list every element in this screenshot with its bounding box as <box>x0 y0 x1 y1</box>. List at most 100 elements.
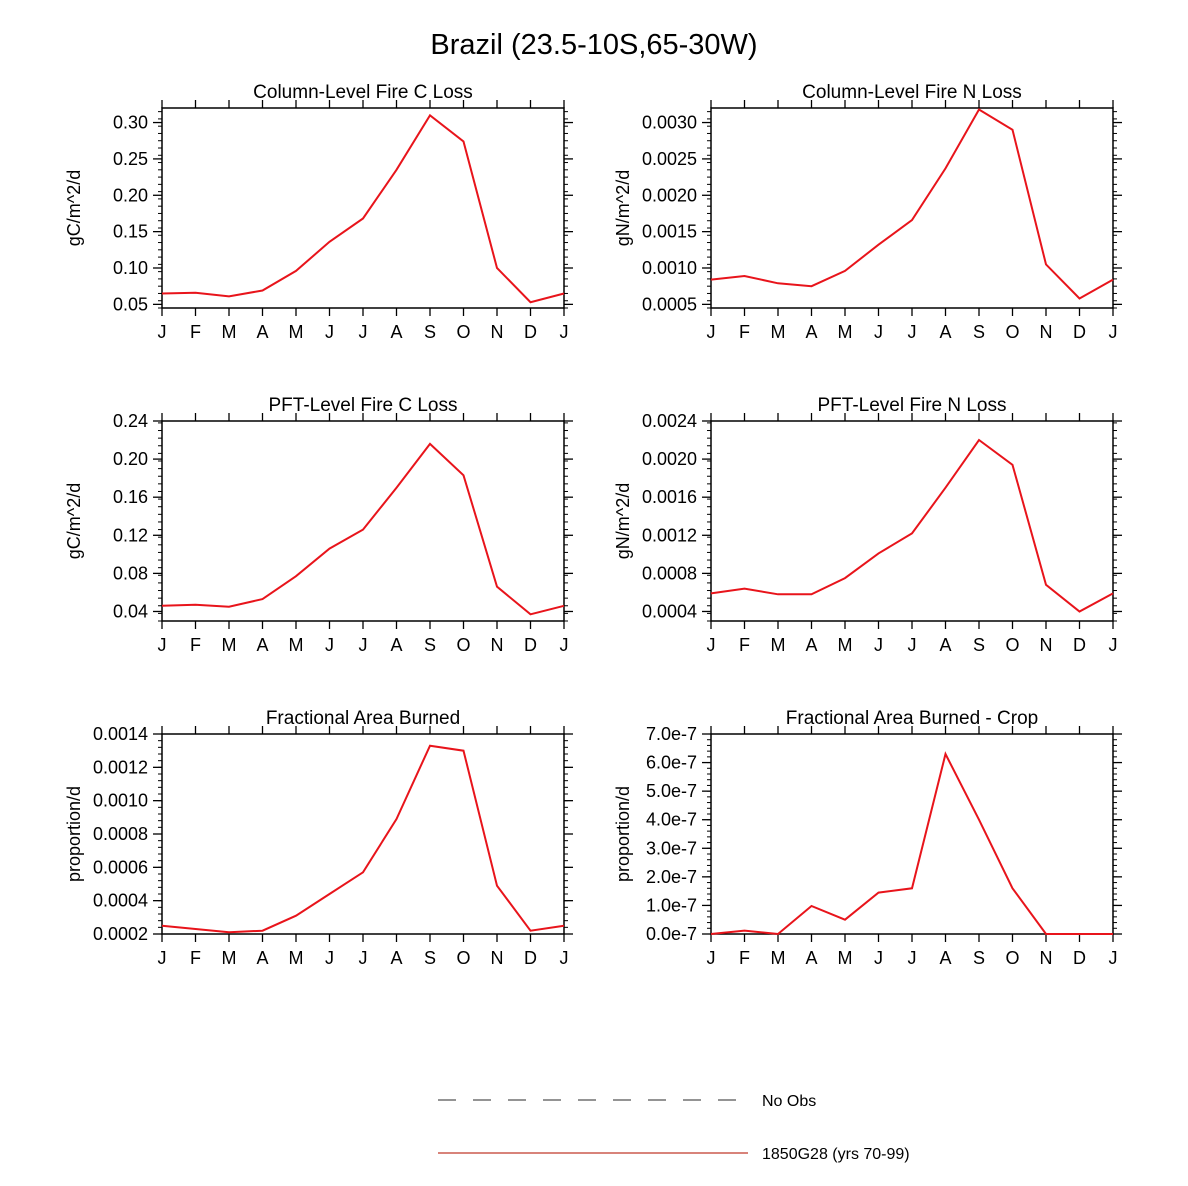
x-tick-label: J <box>158 322 167 342</box>
x-tick-label: M <box>771 948 786 968</box>
plot-frame <box>161 733 565 935</box>
series-line <box>710 438 1114 613</box>
x-tick-label: M <box>289 322 304 342</box>
x-tick-label: N <box>1040 635 1053 655</box>
y-tick-label: 4.0e-7 <box>646 810 697 830</box>
x-tick-label: A <box>390 322 402 342</box>
series-line <box>161 113 565 304</box>
x-tick-label: A <box>805 322 817 342</box>
x-tick-label: S <box>973 948 985 968</box>
y-tick-label: 0.0020 <box>642 449 697 469</box>
x-tick-label: M <box>289 948 304 968</box>
x-tick-label: F <box>739 635 750 655</box>
x-tick-label: M <box>771 322 786 342</box>
x-tick-label: D <box>524 948 537 968</box>
y-tick-label: 0.0006 <box>93 857 148 877</box>
series-line <box>710 751 1113 936</box>
x-tick-label: A <box>256 322 268 342</box>
figure-title: Brazil (23.5-10S,65-30W) <box>430 29 757 61</box>
x-tick-label: O <box>456 635 470 655</box>
x-tick-label: J <box>874 635 883 655</box>
x-tick-label: M <box>838 948 853 968</box>
y-tick-label: 0.15 <box>113 222 148 242</box>
x-tick-label: A <box>256 948 268 968</box>
x-tick-label: M <box>838 635 853 655</box>
x-tick-label: N <box>1040 948 1053 968</box>
y-tick-label: 0.0002 <box>93 924 148 944</box>
x-tick-label: M <box>222 948 237 968</box>
panel-title: Fractional Area Burned - Crop <box>786 708 1038 729</box>
x-tick-label: O <box>1005 322 1019 342</box>
x-tick-label: O <box>1005 635 1019 655</box>
x-tick-label: J <box>325 948 334 968</box>
x-tick-label: A <box>390 635 402 655</box>
y-tick-label: 0.0016 <box>642 487 697 507</box>
x-tick-label: N <box>491 635 504 655</box>
x-tick-label: J <box>1109 948 1118 968</box>
x-tick-label: O <box>1005 948 1019 968</box>
plot-frame <box>710 733 1114 935</box>
y-tick-label: 0.0024 <box>642 411 697 431</box>
x-tick-label: A <box>939 948 951 968</box>
x-tick-label: A <box>939 635 951 655</box>
y-tick-label: 1.0e-7 <box>646 895 697 915</box>
panel-title: PFT-Level Fire C Loss <box>269 395 458 416</box>
x-tick-label: J <box>707 948 716 968</box>
y-tick-label: 0.30 <box>113 113 148 133</box>
y-tick-label: 0.25 <box>113 149 148 169</box>
x-tick-label: J <box>560 635 569 655</box>
y-tick-label: 0.0014 <box>93 724 148 744</box>
y-tick-label: 0.20 <box>113 449 148 469</box>
x-tick-label: J <box>908 322 917 342</box>
x-tick-label: D <box>1073 948 1086 968</box>
y-tick-label: 0.0004 <box>93 891 148 911</box>
y-tick-label: 0.08 <box>113 563 148 583</box>
x-tick-label: N <box>1040 322 1053 342</box>
x-tick-label: J <box>908 948 917 968</box>
x-tick-label: J <box>1109 322 1118 342</box>
plot-frame <box>710 107 1114 309</box>
y-tick-label: 0.16 <box>113 487 148 507</box>
x-tick-label: S <box>424 322 436 342</box>
x-tick-label: D <box>524 635 537 655</box>
x-tick-label: O <box>456 948 470 968</box>
x-tick-label: J <box>325 322 334 342</box>
x-tick-label: J <box>359 948 368 968</box>
y-axis-label: proportion/d <box>64 786 84 882</box>
x-tick-label: M <box>222 322 237 342</box>
y-tick-label: 0.0008 <box>93 824 148 844</box>
x-tick-label: J <box>1109 635 1118 655</box>
y-tick-label: 5.0e-7 <box>646 781 697 801</box>
x-tick-label: F <box>739 322 750 342</box>
x-tick-label: J <box>707 322 716 342</box>
x-tick-label: A <box>390 948 402 968</box>
y-tick-label: 6.0e-7 <box>646 753 697 773</box>
panel-title: Column-Level Fire N Loss <box>802 82 1022 103</box>
x-tick-label: J <box>359 635 368 655</box>
x-tick-label: M <box>222 635 237 655</box>
y-axis-label: gC/m^2/d <box>64 483 84 559</box>
x-tick-label: S <box>973 635 985 655</box>
x-tick-label: J <box>874 322 883 342</box>
y-tick-label: 3.0e-7 <box>646 838 697 858</box>
series-line <box>161 744 565 934</box>
y-tick-label: 0.0010 <box>93 791 148 811</box>
y-tick-label: 0.0008 <box>642 563 697 583</box>
x-tick-label: A <box>805 948 817 968</box>
y-tick-label: 0.0010 <box>642 258 697 278</box>
y-tick-label: 0.0004 <box>642 601 697 621</box>
legend: No Obs 1850G28 (yrs 70-99) <box>438 1093 910 1163</box>
x-tick-label: N <box>491 322 504 342</box>
y-tick-label: 2.0e-7 <box>646 867 697 887</box>
y-axis-label: proportion/d <box>613 786 633 882</box>
x-tick-label: S <box>973 322 985 342</box>
legend-label-model: 1850G28 (yrs 70-99) <box>762 1146 910 1163</box>
legend-label-no-obs: No Obs <box>762 1093 816 1110</box>
series-line <box>161 442 565 616</box>
